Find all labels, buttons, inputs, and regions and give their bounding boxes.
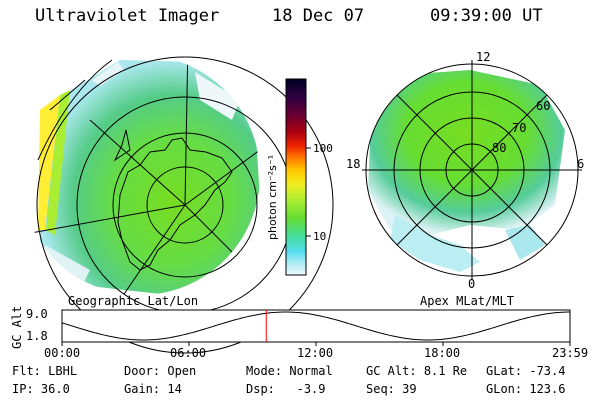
y-tick-low: 1.8 <box>26 329 48 343</box>
altitude-curve <box>61 311 570 341</box>
x-tick-0000: 00:00 <box>44 346 81 360</box>
x-tick-1200: 12:00 <box>297 346 334 360</box>
apex-map: 12 0 18 6 60 70 80 <box>346 50 584 291</box>
seq-value: 39 <box>402 382 417 396</box>
gain-label: Gain: 14 <box>124 382 182 396</box>
gain-value: 14 <box>167 382 182 396</box>
mlt-label-6: 6 <box>577 157 584 171</box>
colorbar: 100 10 photon cm⁻²s⁻¹ <box>266 78 333 276</box>
dsp-label: Dsp: -3.9 <box>246 382 326 396</box>
date-label: 18 Dec 07 <box>272 6 365 26</box>
lat-label-80: 80 <box>492 141 506 155</box>
gc-alt-value: 8.1 Re <box>423 364 468 378</box>
mlt-label-0: 0 <box>468 277 475 291</box>
apex-caption: Apex MLat/MLT <box>420 294 514 308</box>
mlt-label-12: 12 <box>476 50 490 64</box>
time-label: 09:39:00 UT <box>430 6 543 26</box>
geographic-map <box>20 55 334 354</box>
mode-value: Normal <box>289 364 333 378</box>
glat-label: GLat: -73.4 <box>486 364 566 378</box>
timeline-ylabel: GC Alt <box>10 305 24 349</box>
y-tick-high: 9.0 <box>26 307 48 321</box>
mlt-label-18: 18 <box>346 157 360 171</box>
altitude-timeline <box>61 309 571 346</box>
colorbar-tick-100: 100 <box>313 142 333 155</box>
flt-value: LBHL <box>48 364 78 378</box>
colorbar-unit-label: photon cm⁻²s⁻¹ <box>266 155 279 240</box>
gc-alt-label: GC Alt: 8.1 Re <box>366 364 468 378</box>
mode-label: Mode: Normal <box>246 364 333 378</box>
lat-label-60: 60 <box>536 99 550 113</box>
glon-value: 123.6 <box>529 382 566 396</box>
seq-label: Seq: 39 <box>366 382 417 396</box>
instrument-title: Ultraviolet Imager <box>35 6 220 26</box>
glat-value: -73.4 <box>529 364 566 378</box>
x-tick-2359: 23:59 <box>552 346 589 360</box>
x-tick-0600: 06:00 <box>170 346 207 360</box>
flt-label: Flt: LBHL <box>12 364 78 378</box>
colorbar-tick-10: 10 <box>313 230 326 243</box>
x-tick-1800: 18:00 <box>424 346 461 360</box>
door-value: Open <box>167 364 197 378</box>
dsp-value: -3.9 <box>282 382 326 396</box>
ip-label: IP: 36.0 <box>12 382 70 396</box>
geographic-caption: Geographic Lat/Lon <box>68 294 199 308</box>
ip-value: 36.0 <box>40 382 70 396</box>
door-label: Door: Open <box>124 364 197 378</box>
glon-label: GLon: 123.6 <box>486 382 566 396</box>
lat-label-70: 70 <box>512 121 526 135</box>
